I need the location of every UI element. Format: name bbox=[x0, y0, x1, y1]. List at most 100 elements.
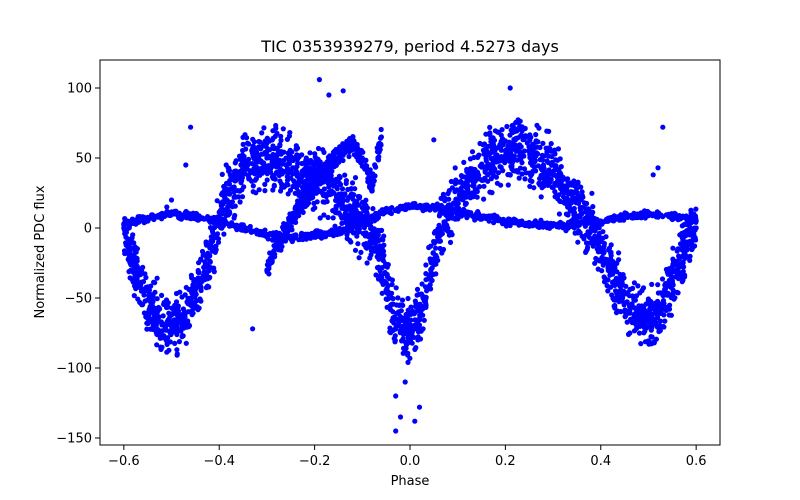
data-point bbox=[484, 213, 490, 219]
data-point bbox=[440, 194, 447, 200]
data-point bbox=[584, 200, 590, 207]
data-point bbox=[463, 200, 469, 206]
data-point bbox=[654, 209, 660, 215]
data-point bbox=[154, 310, 160, 316]
outlier-point bbox=[183, 162, 189, 168]
data-point bbox=[644, 323, 650, 329]
data-point bbox=[130, 232, 136, 238]
data-point bbox=[575, 179, 581, 185]
data-point bbox=[393, 285, 399, 291]
data-point bbox=[519, 221, 525, 228]
data-point bbox=[149, 214, 155, 220]
data-point bbox=[633, 293, 640, 299]
data-point bbox=[616, 257, 622, 263]
data-point bbox=[510, 122, 516, 128]
data-point bbox=[681, 234, 687, 240]
data-point bbox=[256, 144, 262, 150]
data-point bbox=[372, 244, 378, 250]
data-point bbox=[381, 233, 387, 239]
data-point bbox=[363, 241, 369, 247]
data-point bbox=[568, 190, 574, 196]
data-point bbox=[344, 139, 350, 145]
data-point bbox=[527, 132, 533, 138]
data-point bbox=[365, 176, 371, 182]
data-point bbox=[556, 192, 562, 198]
data-point bbox=[214, 214, 220, 220]
data-point bbox=[293, 232, 299, 238]
data-point bbox=[463, 194, 469, 200]
data-point bbox=[399, 297, 406, 303]
data-point bbox=[140, 288, 146, 294]
data-point bbox=[198, 287, 204, 294]
data-point bbox=[274, 130, 280, 136]
data-point bbox=[276, 232, 282, 238]
data-point bbox=[143, 274, 149, 281]
data-point bbox=[677, 232, 683, 238]
data-point bbox=[320, 199, 326, 205]
data-point bbox=[356, 255, 362, 261]
data-point bbox=[377, 268, 383, 274]
data-point bbox=[626, 302, 633, 308]
data-point bbox=[447, 239, 454, 245]
data-point bbox=[508, 219, 514, 225]
data-point bbox=[270, 187, 276, 193]
data-point bbox=[433, 261, 439, 267]
data-point bbox=[421, 317, 427, 323]
x-tick-label: −0.2 bbox=[299, 454, 331, 469]
data-point bbox=[385, 274, 391, 280]
data-point bbox=[378, 126, 384, 133]
data-point bbox=[264, 262, 270, 268]
data-point bbox=[188, 302, 194, 308]
data-point bbox=[493, 152, 499, 158]
data-point bbox=[273, 158, 280, 164]
data-point bbox=[645, 316, 652, 322]
data-point bbox=[331, 183, 337, 189]
data-point bbox=[211, 247, 217, 253]
data-point bbox=[264, 177, 270, 183]
data-point bbox=[560, 174, 566, 180]
data-point bbox=[303, 186, 309, 192]
data-point bbox=[598, 218, 604, 224]
data-point bbox=[627, 286, 633, 292]
data-point bbox=[350, 211, 356, 217]
data-point bbox=[144, 326, 150, 332]
data-point bbox=[207, 219, 213, 225]
data-point bbox=[603, 218, 609, 224]
data-point bbox=[456, 192, 462, 198]
data-point bbox=[169, 305, 175, 311]
data-point bbox=[560, 225, 566, 231]
data-point bbox=[431, 204, 437, 210]
outlier-point bbox=[397, 414, 404, 420]
data-point bbox=[448, 210, 454, 216]
data-point bbox=[553, 157, 559, 163]
data-point bbox=[262, 188, 268, 194]
data-point bbox=[643, 309, 649, 315]
data-point bbox=[456, 188, 462, 194]
data-point bbox=[577, 205, 583, 211]
data-point bbox=[479, 161, 485, 167]
data-point bbox=[344, 235, 350, 242]
data-point bbox=[534, 122, 540, 128]
data-point bbox=[502, 160, 508, 166]
data-point bbox=[269, 237, 276, 243]
data-point bbox=[517, 118, 523, 124]
data-point bbox=[321, 169, 327, 175]
data-point bbox=[414, 292, 420, 298]
data-point bbox=[505, 182, 511, 188]
data-point bbox=[608, 217, 614, 223]
data-point bbox=[204, 215, 210, 221]
data-point bbox=[222, 196, 228, 202]
data-point bbox=[555, 146, 562, 152]
data-point bbox=[174, 347, 180, 353]
data-point bbox=[363, 197, 369, 203]
data-point bbox=[657, 328, 663, 334]
data-point bbox=[364, 260, 370, 266]
data-point bbox=[488, 139, 494, 145]
data-point bbox=[214, 231, 221, 237]
y-axis: −150 −100 −50 0 50 100 bbox=[56, 82, 100, 447]
data-point bbox=[586, 211, 592, 217]
outlier-point bbox=[340, 88, 346, 94]
data-point bbox=[163, 321, 169, 327]
data-point bbox=[531, 185, 537, 191]
